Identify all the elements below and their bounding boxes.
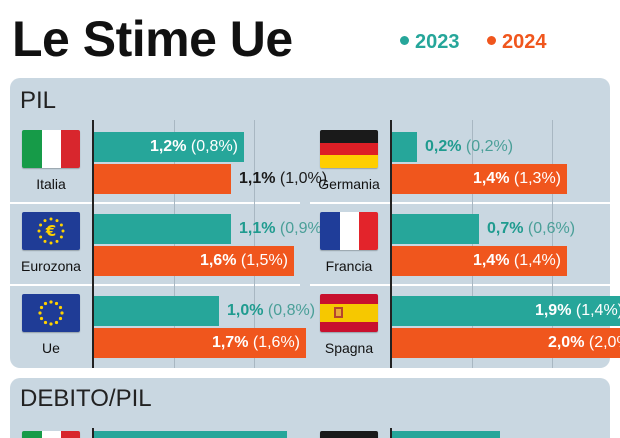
value-main-2023-ue: 1,0%	[227, 302, 264, 319]
axis-line-1	[390, 120, 392, 368]
debito-axis-right	[390, 428, 392, 438]
value-prev-2023-italia: (0,8%)	[186, 138, 238, 155]
country-label-ue: Ue	[42, 340, 60, 356]
bar-2024-eurozona	[94, 246, 294, 276]
value-main-2023-spagna: 1,9%	[534, 302, 572, 319]
pil-panel: PIL Italia 1,2% (0,8%) 1,1% (1,0%) Germania…	[10, 78, 620, 368]
bar-2023-ue	[94, 296, 219, 326]
value-label-2023-germania: 0,2% (0,2%)	[425, 132, 513, 162]
value-prev-2024-francia: (1,4%)	[509, 252, 561, 269]
row-separator	[310, 284, 610, 286]
debito-bar-germania	[392, 431, 500, 438]
value-label-2023-francia: 0,7% (0,6%)	[487, 214, 575, 244]
value-label-2024-italia: 1,1% (1,0%)	[239, 164, 327, 194]
bar-2023-spagna	[392, 296, 620, 326]
value-label-2024-ue: 1,7% (1,6%)	[212, 328, 300, 358]
country-label-italia: Italia	[36, 176, 66, 192]
grid-line	[173, 120, 175, 368]
value-prev-2023-ue: (0,8%)	[263, 302, 316, 319]
value-prev-2024-eurozona: (1,5%)	[236, 252, 288, 269]
debito-pil-panel-title: DEBITO/PIL	[20, 385, 152, 412]
germany-flag-icon	[320, 431, 378, 438]
row-separator	[10, 202, 300, 204]
value-label-2024-francia: 1,4% (1,4%)	[473, 246, 561, 276]
value-main-2023-germania: 0,2%	[425, 138, 462, 155]
eu-flag-icon	[22, 294, 80, 332]
bar-2024-italia	[94, 164, 231, 194]
bar-2024-germania	[392, 164, 567, 194]
row-separator	[310, 202, 610, 204]
value-main-2024-ue: 1,7%	[211, 334, 249, 351]
value-label-2023-ue: 1,0% (0,8%)	[227, 296, 315, 326]
country-label-francia: Francia	[325, 258, 373, 274]
bar-2024-ue	[94, 328, 306, 358]
legend-label-2023: 2023	[415, 31, 460, 53]
value-main-2024-francia: 1,4%	[472, 252, 510, 269]
value-prev-2024-spagna: (2,0%)	[588, 334, 620, 351]
bar-2023-eurozona	[94, 214, 231, 244]
value-main-2023-italia: 1,2%	[149, 138, 187, 155]
debito-axis-left	[92, 428, 94, 438]
legend-item-2024: 2024	[487, 30, 547, 54]
country-label-germania: Germania	[318, 176, 380, 192]
value-label-2023-eurozona: 1,1% (0,9%)	[239, 214, 327, 244]
value-prev-2023-francia: (0,6%)	[523, 220, 576, 237]
grid-line	[552, 120, 553, 368]
svg-text:€: €	[45, 222, 56, 240]
value-main-2024-spagna: 2,0%	[547, 334, 585, 351]
bar-2024-spagna	[392, 328, 620, 358]
value-label-2023-spagna: 1,9% (1,4%)	[535, 296, 620, 326]
value-prev-2024-italia: (1,0%)	[275, 170, 328, 187]
value-main-2023-eurozona: 1,1%	[239, 220, 276, 237]
italy-flag-icon	[22, 431, 80, 438]
debito-bar-italia	[94, 431, 287, 438]
value-main-2024-germania: 1,4%	[472, 170, 510, 187]
legend-dot-2023	[400, 36, 409, 45]
value-prev-2024-germania: (1,3%)	[509, 170, 561, 187]
spain-flag-icon	[320, 294, 378, 332]
axis-line-0	[92, 120, 94, 368]
eurozone-flag-icon: €	[22, 212, 80, 250]
row-separator	[10, 284, 300, 286]
debito-pil-panel: DEBITO/PIL	[10, 378, 610, 438]
germany-flag-icon	[320, 130, 378, 168]
value-prev-2023-eurozona: (0,9%)	[275, 220, 328, 237]
value-label-2024-spagna: 2,0% (2,0%)	[548, 328, 620, 358]
value-label-2023-italia: 1,2% (0,8%)	[150, 132, 238, 162]
value-main-2023-francia: 0,7%	[487, 220, 524, 237]
legend-item-2023: 2023	[400, 30, 460, 54]
value-prev-2023-spagna: (1,4%)	[571, 302, 620, 319]
legend-label-2024: 2024	[502, 31, 547, 53]
value-main-2024-italia: 1,1%	[239, 170, 276, 187]
grid-line	[254, 120, 255, 368]
bar-2023-italia	[94, 132, 244, 162]
value-main-2024-eurozona: 1,6%	[199, 252, 237, 269]
legend-dot-2024	[487, 36, 496, 45]
grid-line	[471, 120, 473, 368]
page-title: Le Stime Ue	[12, 11, 293, 67]
country-label-spagna: Spagna	[324, 340, 374, 356]
pil-panel-title: PIL	[20, 87, 57, 114]
value-label-2024-germania: 1,4% (1,3%)	[473, 164, 561, 194]
country-label-eurozona: Eurozona	[21, 258, 81, 274]
italy-flag-icon	[22, 130, 80, 168]
bar-2024-francia	[392, 246, 567, 276]
value-prev-2023-germania: (0,2%)	[461, 138, 514, 155]
value-label-2024-eurozona: 1,6% (1,5%)	[200, 246, 288, 276]
value-prev-2024-ue: (1,6%)	[248, 334, 300, 351]
bar-2023-germania	[392, 132, 417, 162]
france-flag-icon	[320, 212, 378, 250]
bar-2023-francia	[392, 214, 479, 244]
